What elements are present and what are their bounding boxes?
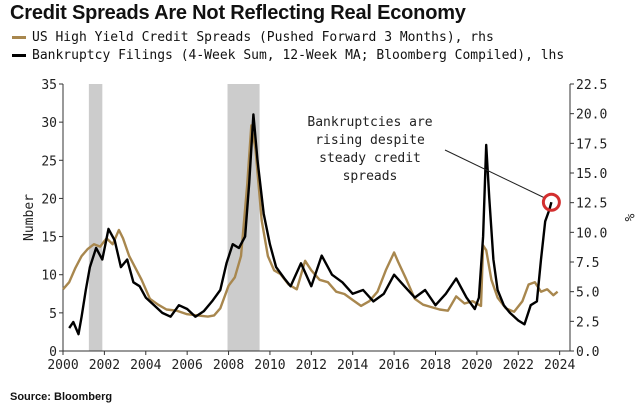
legend-label-bankruptcy-filings: Bankruptcy Filings (4-Week Sum, 12-Week … xyxy=(32,48,565,63)
x-tick-label: 2014 xyxy=(337,358,368,373)
x-tick-label: 2006 xyxy=(172,358,203,373)
x-tick-label: 2012 xyxy=(296,358,327,373)
y2-tick-label: 5.0 xyxy=(576,286,599,301)
y-tick-label: 25 xyxy=(41,154,57,169)
y-tick-label: 0 xyxy=(49,345,57,360)
y2-tick-label: 10.0 xyxy=(576,226,607,241)
annotation-text: spreads xyxy=(343,169,398,184)
x-tick-label: 2002 xyxy=(89,358,120,373)
legend-item-credit-spreads: US High Yield Credit Spreads (Pushed For… xyxy=(12,30,494,45)
y2-tick-label: 22.5 xyxy=(576,78,607,93)
recession-band xyxy=(88,84,103,351)
x-tick-label: 2008 xyxy=(213,358,244,373)
y2-tick-label: 0.0 xyxy=(576,345,599,360)
legend-swatch-bankruptcy-filings xyxy=(12,54,26,57)
annotation-text: steady credit xyxy=(319,151,421,166)
annotation-arrow xyxy=(444,149,546,199)
y-tick-label: 5 xyxy=(49,307,57,322)
y2-axis-label: % xyxy=(621,214,636,222)
x-tick-label: 2024 xyxy=(544,358,575,373)
y-tick-label: 35 xyxy=(41,78,57,93)
y2-tick-label: 2.5 xyxy=(576,315,599,330)
y2-tick-label: 7.5 xyxy=(576,256,599,271)
y-tick-label: 15 xyxy=(41,231,57,246)
chart-title: Credit Spreads Are Not Reflecting Real E… xyxy=(10,2,466,24)
series-line-bankruptcy-filings xyxy=(68,113,553,336)
y2-tick-label: 20.0 xyxy=(576,108,607,123)
y-tick-label: 10 xyxy=(41,269,57,284)
y2-tick-label: 17.5 xyxy=(576,137,607,152)
y-axis-label: Number xyxy=(22,194,37,241)
legend-label-credit-spreads: US High Yield Credit Spreads (Pushed For… xyxy=(32,30,494,45)
y2-tick-label: 12.5 xyxy=(576,197,607,212)
legend-item-bankruptcy-filings: Bankruptcy Filings (4-Week Sum, 12-Week … xyxy=(12,48,564,63)
x-tick-label: 2004 xyxy=(130,358,161,373)
highlight-circle xyxy=(541,192,561,212)
y2-tick-label: 15.0 xyxy=(576,167,607,182)
x-tick-label: 2018 xyxy=(420,358,451,373)
x-tick-label: 2022 xyxy=(503,358,534,373)
x-tick-label: 2016 xyxy=(378,358,409,373)
annotation-text: rising despite xyxy=(315,133,425,148)
series-line-credit-spreads xyxy=(62,124,559,318)
x-tick-label: 2000 xyxy=(47,358,78,373)
source-note: Source: Bloomberg xyxy=(10,391,113,403)
x-tick-label: 2020 xyxy=(461,358,492,373)
y-tick-label: 20 xyxy=(41,192,57,207)
y-tick-label: 30 xyxy=(41,116,57,131)
x-tick-label: 2010 xyxy=(254,358,285,373)
legend-swatch-credit-spreads xyxy=(12,36,26,39)
annotation-text: Bankruptcies are xyxy=(307,115,432,130)
